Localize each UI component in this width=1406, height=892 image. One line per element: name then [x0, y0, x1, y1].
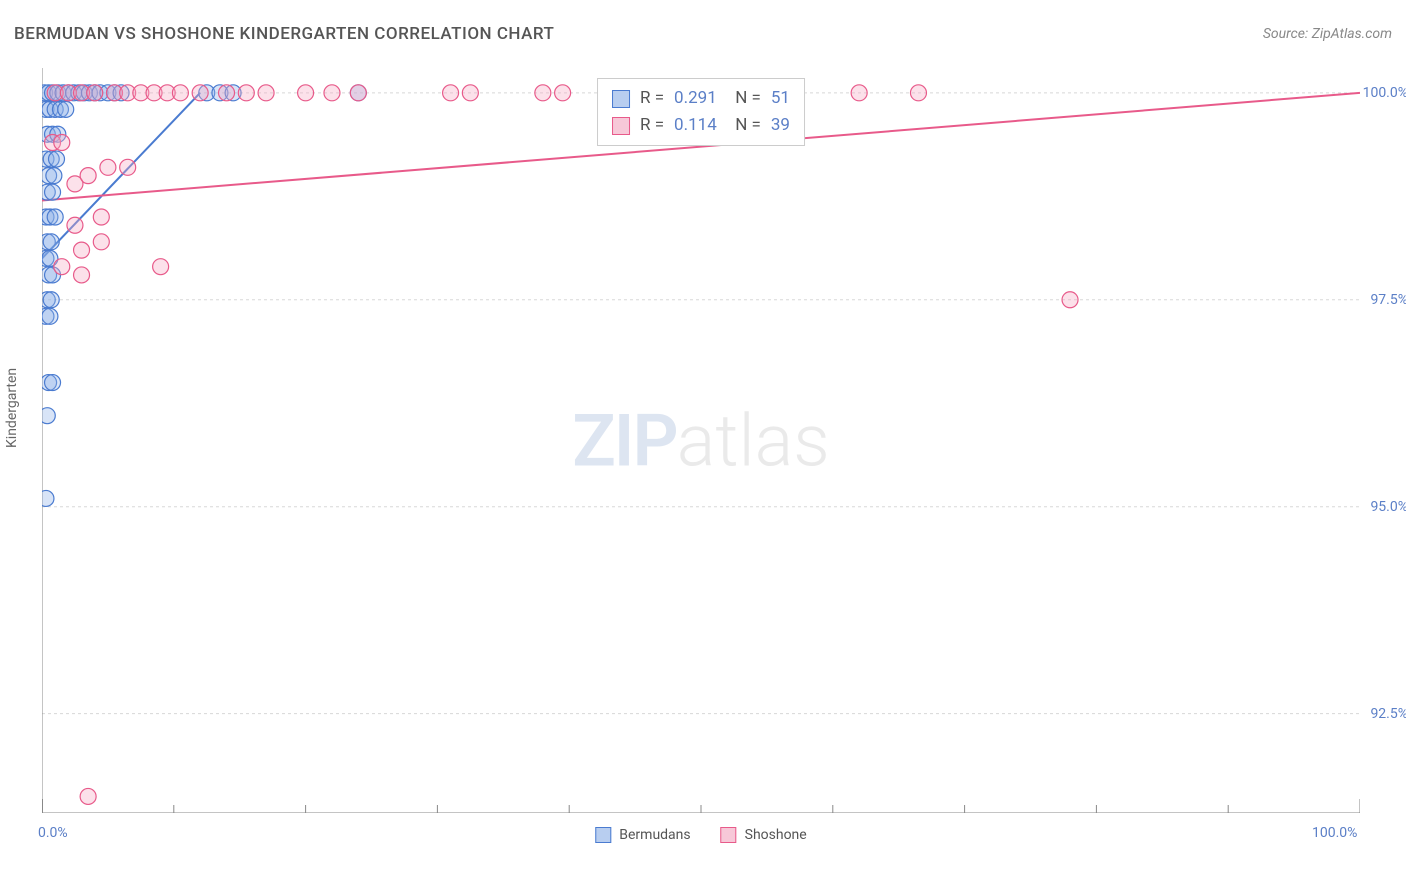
x-tick-label: 100.0% — [1312, 825, 1357, 841]
stats-swatch-bermudans — [612, 90, 630, 108]
chart-area: ZIPatlas R = 0.291 N = 51 R = 0.114 N = … — [42, 68, 1360, 813]
x-tick-label: 0.0% — [38, 825, 68, 841]
chart-title: BERMUDAN VS SHOSHONE KINDERGARTEN CORREL… — [14, 24, 554, 44]
legend: Bermudans Shoshone — [595, 827, 806, 843]
stats-row-shoshone: R = 0.114 N = 39 — [612, 112, 790, 139]
y-tick-label: 95.0% — [1370, 499, 1406, 515]
source-attribution: Source: ZipAtlas.com — [1263, 26, 1392, 42]
correlation-stats-box: R = 0.291 N = 51 R = 0.114 N = 39 — [597, 78, 805, 146]
y-tick-label: 100.0% — [1363, 85, 1406, 101]
scatter-plot — [42, 68, 1360, 813]
stats-row-bermudans: R = 0.291 N = 51 — [612, 85, 790, 112]
chart-header: BERMUDAN VS SHOSHONE KINDERGARTEN CORREL… — [14, 24, 1392, 44]
stats-r-value-shoshone: 0.114 — [674, 112, 717, 139]
stats-n-label: N = — [727, 85, 761, 112]
stats-r-label: R = — [640, 112, 664, 139]
stats-r-value-bermudans: 0.291 — [674, 85, 717, 112]
y-axis-label: Kindergarten — [4, 368, 20, 448]
stats-r-label: R = — [640, 85, 664, 112]
stats-n-value-shoshone: 39 — [771, 112, 790, 139]
legend-swatch — [595, 827, 611, 843]
legend-label: Shoshone — [745, 827, 807, 843]
legend-item: Bermudans — [595, 827, 690, 843]
stats-swatch-shoshone — [612, 117, 630, 135]
legend-item: Shoshone — [721, 827, 807, 843]
stats-n-label: N = — [727, 112, 761, 139]
stats-n-value-bermudans: 51 — [771, 85, 790, 112]
y-tick-label: 92.5% — [1370, 706, 1406, 722]
y-tick-label: 97.5% — [1370, 292, 1406, 308]
legend-label: Bermudans — [619, 827, 690, 843]
legend-swatch — [721, 827, 737, 843]
